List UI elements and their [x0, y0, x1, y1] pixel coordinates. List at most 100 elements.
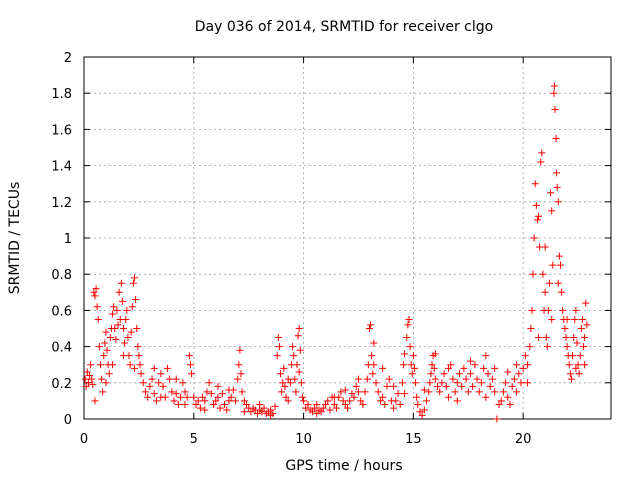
data-point: [177, 393, 185, 401]
data-point: [354, 375, 362, 383]
data-point: [357, 397, 365, 405]
data-point: [423, 397, 431, 405]
data-point: [403, 334, 411, 342]
data-point: [339, 397, 347, 405]
data-point: [502, 379, 510, 387]
data-point: [326, 406, 334, 414]
data-point: [163, 364, 171, 372]
y-tick-label: 2: [64, 51, 72, 66]
data-point: [85, 372, 93, 380]
data-point: [445, 393, 453, 401]
data-point: [152, 397, 160, 405]
data-point: [322, 401, 330, 409]
x-axis-label: GPS time / hours: [285, 458, 402, 474]
data-point: [390, 404, 398, 412]
data-point: [556, 261, 564, 269]
data-point: [102, 379, 110, 387]
data-point: [98, 375, 106, 383]
data-point: [527, 325, 535, 332]
data-point: [296, 346, 304, 354]
data-point: [548, 207, 556, 215]
data-point: [120, 352, 128, 360]
data-point: [438, 379, 446, 387]
data-point: [559, 306, 567, 314]
data-point: [495, 401, 503, 409]
data-point: [201, 406, 209, 414]
data-point: [475, 388, 483, 396]
data-point: [374, 388, 382, 396]
data-point: [313, 410, 321, 418]
data-point: [238, 388, 246, 396]
data-point: [414, 401, 422, 409]
data-point: [96, 361, 104, 369]
data-point: [95, 343, 103, 351]
y-tick-label: 0.2: [51, 377, 72, 392]
data-point: [221, 401, 229, 409]
data-point: [83, 368, 91, 376]
data-point: [521, 352, 529, 360]
data-point: [580, 343, 588, 351]
x-tick-label: 10: [295, 432, 312, 447]
data-point: [563, 343, 571, 351]
data-point: [279, 379, 287, 387]
data-point: [372, 379, 380, 387]
data-point: [531, 180, 539, 188]
data-point: [144, 393, 152, 401]
data-point: [109, 361, 117, 369]
data-point: [84, 379, 92, 387]
data-point: [260, 404, 268, 412]
data-point: [284, 397, 292, 405]
data-point: [455, 370, 463, 378]
data-point: [359, 401, 367, 409]
x-tick-label: 15: [405, 432, 422, 447]
data-point: [131, 274, 139, 282]
data-point: [194, 397, 202, 405]
data-point: [225, 386, 233, 394]
data-point: [172, 390, 180, 398]
data-point: [304, 401, 312, 409]
data-point: [234, 375, 242, 383]
data-point: [136, 361, 144, 369]
data-point: [405, 315, 413, 323]
data-point: [146, 382, 154, 390]
data-point: [482, 393, 490, 401]
data-point: [324, 397, 332, 405]
data-point: [515, 370, 523, 378]
data-point: [157, 370, 165, 378]
data-point: [183, 393, 191, 401]
chart-title: Day 036 of 2014, SRMTID for receiver clg…: [195, 19, 493, 35]
data-point: [506, 401, 514, 409]
data-point: [114, 321, 122, 329]
data-point: [555, 252, 563, 260]
data-point: [535, 212, 543, 220]
data-point: [207, 390, 215, 398]
data-point: [524, 379, 532, 387]
data-point: [188, 370, 196, 378]
data-point: [317, 408, 325, 416]
data-point: [469, 382, 477, 390]
data-point: [227, 393, 235, 401]
data-point: [412, 379, 420, 387]
y-tick-label: 1.6: [51, 123, 72, 138]
data-point: [543, 343, 551, 351]
data-point: [368, 352, 376, 360]
data-point: [132, 296, 140, 304]
data-point: [370, 339, 378, 347]
data-point: [87, 361, 95, 369]
data-point: [482, 352, 490, 360]
data-point: [297, 379, 305, 387]
data-point: [275, 343, 283, 351]
data-point: [569, 352, 577, 360]
data-point: [390, 382, 398, 390]
data-point: [88, 375, 96, 383]
data-point: [406, 343, 414, 351]
data-point: [101, 339, 109, 347]
data-point: [159, 382, 167, 390]
data-point: [92, 285, 100, 293]
data-point: [524, 361, 532, 369]
data-point: [404, 321, 412, 329]
data-point: [416, 408, 424, 416]
data-point: [491, 388, 499, 396]
data-point: [133, 325, 141, 332]
